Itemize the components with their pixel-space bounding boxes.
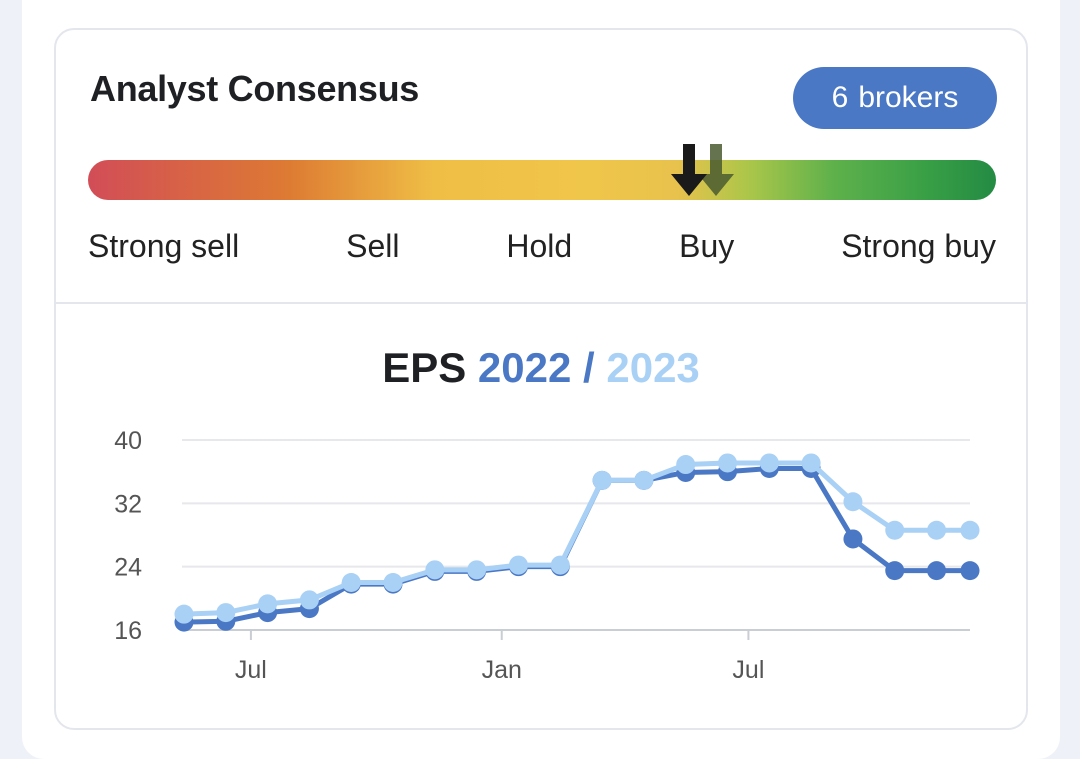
data-point-2023: [676, 455, 696, 475]
data-point-2023: [718, 453, 738, 473]
rating-label-buy: Buy: [679, 228, 735, 264]
current-rating-arrow-icon: [671, 144, 708, 196]
data-point-2023: [801, 453, 821, 473]
x-tick-label: Jan: [482, 656, 522, 684]
y-tick-label: 40: [114, 427, 142, 455]
data-point-2023: [508, 555, 528, 575]
data-point-2023: [341, 573, 361, 592]
brokers-count: 6: [831, 81, 849, 114]
card-title: Analyst Consensus: [90, 68, 419, 109]
eps-year-2022[interactable]: 2022: [477, 344, 572, 391]
rating-label-strong-sell: Strong sell: [88, 228, 240, 264]
section-divider: [56, 302, 1026, 304]
data-point-2023: [592, 470, 612, 490]
data-point-2022: [960, 561, 980, 581]
eps-line-chart: 16 24 32 40 Jul Jan Jul: [114, 427, 980, 684]
data-point-2023: [960, 520, 980, 540]
data-point-2023: [759, 453, 779, 473]
brokers-badge[interactable]: 6 brokers: [793, 67, 997, 129]
data-point-2022: [885, 561, 905, 581]
rating-gauge-bar: [88, 160, 996, 200]
eps-year-2023[interactable]: 2023: [606, 344, 700, 391]
data-point-2022: [927, 561, 947, 581]
data-point-2023: [383, 573, 403, 592]
data-point-2023: [258, 594, 278, 614]
rating-scale-labels: Strong sell Sell Hold Buy Strong buy: [88, 228, 996, 268]
eps-chart-title: EPS 2022 / 2023: [56, 344, 1026, 392]
data-point-2023: [467, 560, 487, 580]
data-point-2023: [425, 560, 445, 580]
data-point-2023: [174, 604, 194, 624]
eps-title-prefix: EPS: [382, 344, 467, 391]
analyst-consensus-card: Analyst Consensus 6 brokers Strong sell …: [54, 28, 1028, 730]
x-tick-label: Jul: [732, 656, 764, 684]
data-point-2023: [843, 492, 863, 512]
previous-rating-arrow-icon: [698, 144, 735, 196]
rating-label-hold: Hold: [506, 228, 573, 264]
brokers-label: brokers: [858, 81, 959, 114]
data-point-2023: [634, 470, 654, 490]
x-tick-label: Jul: [235, 656, 267, 684]
data-point-2023: [550, 555, 570, 575]
y-tick-label: 32: [114, 490, 142, 518]
data-point-2023: [299, 590, 319, 610]
data-point-2023: [927, 520, 947, 540]
rating-label-strong-buy: Strong buy: [841, 228, 996, 264]
eps-year-separator: /: [583, 344, 595, 391]
data-point-2022: [843, 529, 863, 549]
y-tick-label: 24: [114, 554, 142, 582]
y-tick-label: 16: [114, 617, 142, 645]
data-point-2023: [885, 520, 905, 540]
rating-label-sell: Sell: [346, 228, 400, 264]
data-point-2023: [216, 603, 236, 623]
